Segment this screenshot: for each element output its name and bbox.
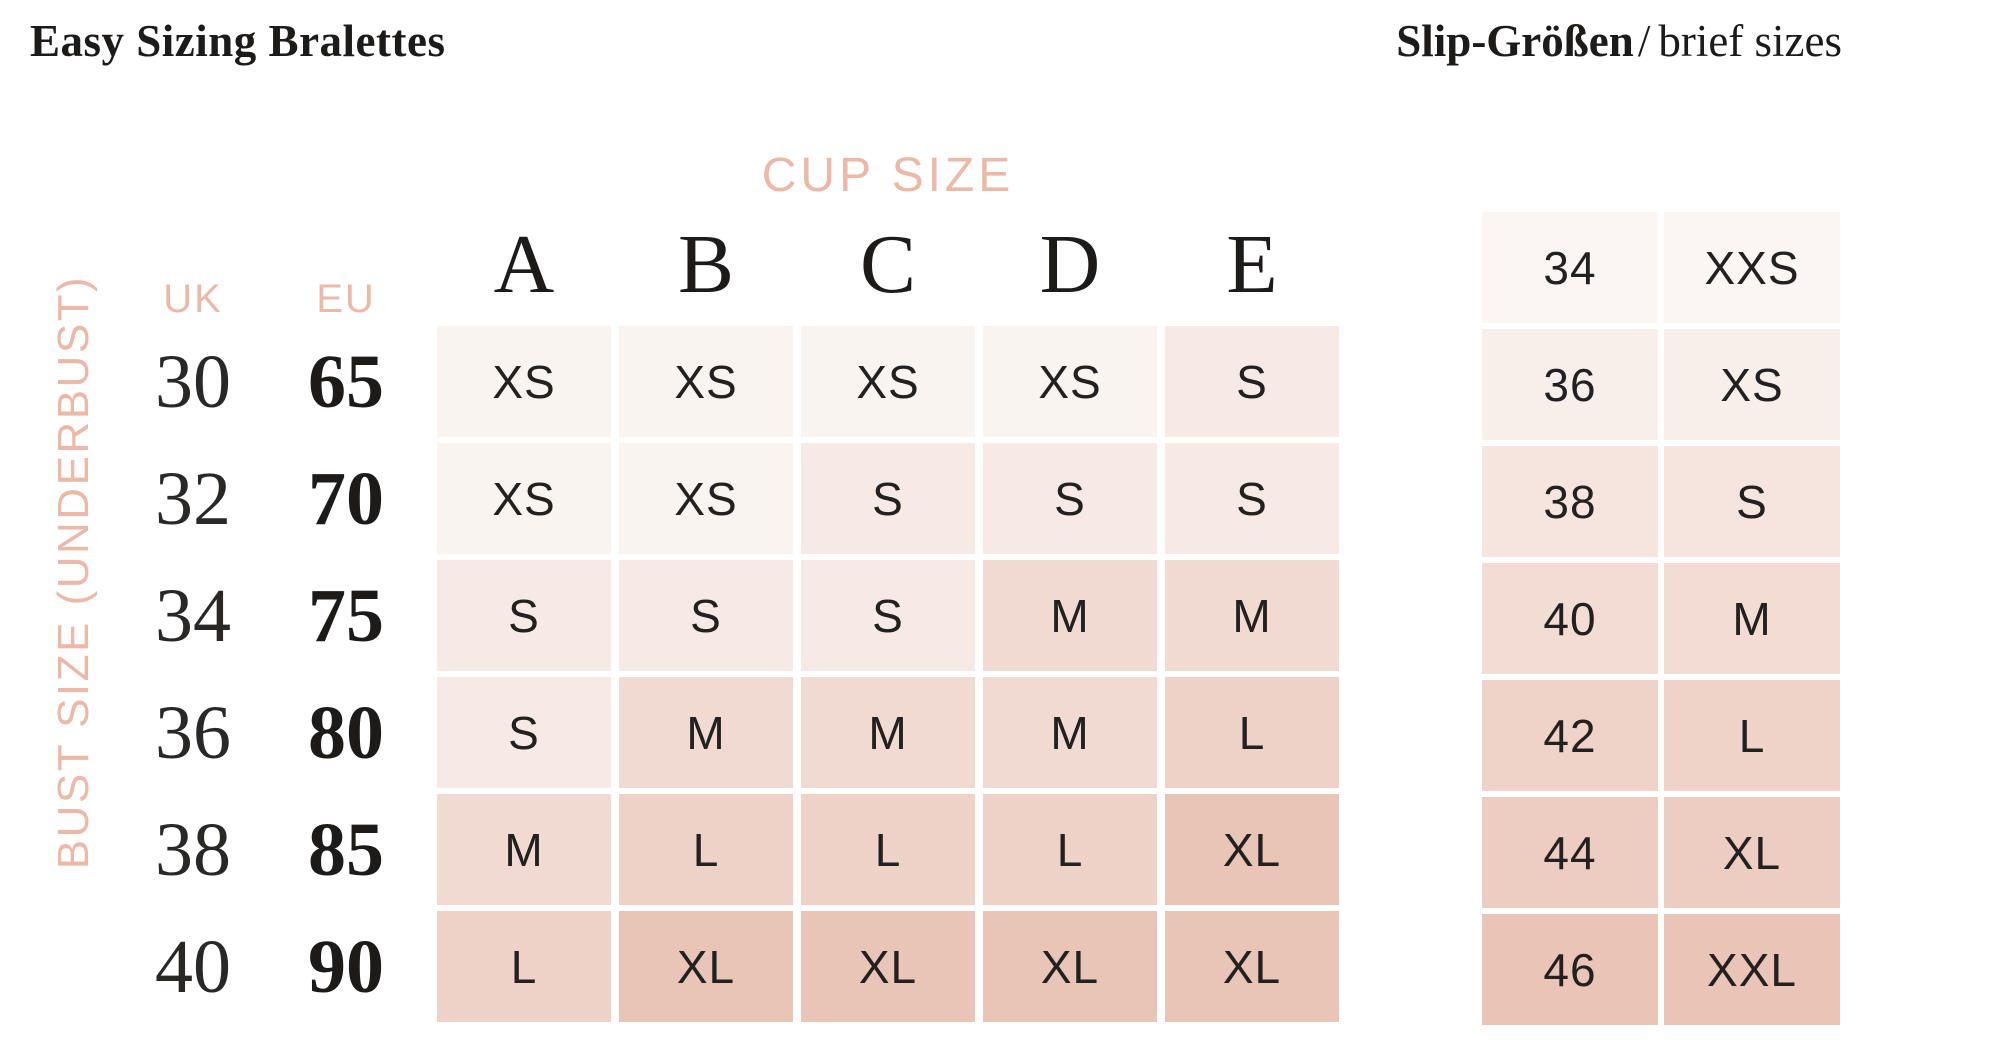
brief-eu-size-cell: 36 <box>1482 329 1658 440</box>
brief-eu-size-cell: 34 <box>1482 212 1658 323</box>
eu-size-value: 90 <box>308 924 384 1009</box>
bralette-size-cell: XS <box>801 326 975 437</box>
uk-size-value: 34 <box>155 573 231 658</box>
brief-eu-size-cell: 38 <box>1482 446 1658 557</box>
eu-size-value: 80 <box>308 690 384 775</box>
uk-size-value: 36 <box>155 690 231 775</box>
bralette-size-cell: XL <box>619 911 793 1022</box>
bust-size-axis-label: BUST SIZE (UNDERBUST) <box>49 274 98 870</box>
cup-column-letter: D <box>1039 217 1101 311</box>
brief-intl-size-cell: XXS <box>1664 212 1840 323</box>
uk-size-value: 30 <box>155 339 231 424</box>
bralette-size-cell: M <box>1165 560 1339 671</box>
bralette-size-cell: L <box>983 794 1157 905</box>
bralette-size-cell: M <box>983 677 1157 788</box>
bust-size-row: 38 85 <box>118 794 421 905</box>
cup-column-letter: A <box>493 217 555 311</box>
bust-row-labels: 30 65 32 70 34 75 36 80 38 85 40 90 <box>118 326 421 1028</box>
brief-sizes-title-regular: brief sizes <box>1658 16 1842 66</box>
bralette-size-cell: S <box>437 677 611 788</box>
brief-intl-size-cell: S <box>1664 446 1840 557</box>
bralette-size-cell: L <box>801 794 975 905</box>
bralette-size-cell: XS <box>983 326 1157 437</box>
bralette-size-cell: S <box>801 560 975 671</box>
cup-column-letter: B <box>677 217 735 311</box>
brief-size-table: 34 XXS 36 XS 38 S 40 M 42 L 44 XL 46 XXL <box>1482 212 1840 1025</box>
bralette-size-cell: M <box>437 794 611 905</box>
uk-size-value: 40 <box>155 924 231 1009</box>
bust-size-row: 34 75 <box>118 560 421 671</box>
page-title: Easy Sizing Bralettes <box>30 16 446 66</box>
brief-sizes-title-separator: / <box>1637 16 1651 66</box>
bralette-size-cell: S <box>983 443 1157 554</box>
uk-column-header: UK <box>163 277 223 321</box>
bralette-size-cell: XS <box>619 443 793 554</box>
bralette-size-cell: S <box>801 443 975 554</box>
bralette-size-cell: XS <box>437 326 611 437</box>
brief-eu-size-cell: 42 <box>1482 680 1658 791</box>
bralette-size-cell: XS <box>437 443 611 554</box>
cup-column-letter: C <box>859 217 917 311</box>
bralette-size-cell: M <box>983 560 1157 671</box>
bralette-size-cell: XL <box>801 911 975 1022</box>
eu-size-value: 85 <box>308 807 384 892</box>
cup-size-axis-label: CUP SIZE <box>761 149 1015 202</box>
cup-column-letter: E <box>1226 217 1278 311</box>
eu-column-header: EU <box>316 277 376 321</box>
bust-size-row: 32 70 <box>118 443 421 554</box>
brief-eu-size-cell: 46 <box>1482 914 1658 1025</box>
bust-size-row: 30 65 <box>118 326 421 437</box>
bralette-size-cell: XL <box>1165 794 1339 905</box>
brief-eu-size-cell: 40 <box>1482 563 1658 674</box>
bralette-size-cell: M <box>619 677 793 788</box>
bralette-size-cell: M <box>801 677 975 788</box>
bralette-size-cell: XS <box>619 326 793 437</box>
brief-intl-size-cell: XXL <box>1664 914 1840 1025</box>
brief-intl-size-cell: M <box>1664 563 1840 674</box>
bralette-size-cell: L <box>1165 677 1339 788</box>
bralette-size-cell: S <box>1165 443 1339 554</box>
bralette-size-cell: S <box>619 560 793 671</box>
brief-intl-size-cell: XL <box>1664 797 1840 908</box>
bralette-size-cell: L <box>619 794 793 905</box>
bust-size-row: 36 80 <box>118 677 421 788</box>
bralette-size-table: A B C D E XS XS XS XS S XS XS S S S S S S M M S M M M L M L L L XL L XL… <box>437 209 1339 1022</box>
uk-size-value: 38 <box>155 807 231 892</box>
eu-size-value: 70 <box>308 456 384 541</box>
brief-sizes-title: Slip-Größen/brief sizes <box>1396 14 1842 68</box>
uk-size-value: 32 <box>155 456 231 541</box>
bralette-size-cell: S <box>1165 326 1339 437</box>
bust-size-row: 40 90 <box>118 911 421 1022</box>
bralette-size-cell: XL <box>1165 911 1339 1022</box>
eu-size-value: 65 <box>308 339 384 424</box>
bralette-size-cell: S <box>437 560 611 671</box>
bralette-size-cell: XL <box>983 911 1157 1022</box>
eu-size-value: 75 <box>308 573 384 658</box>
brief-eu-size-cell: 44 <box>1482 797 1658 908</box>
bralette-size-cell: L <box>437 911 611 1022</box>
brief-intl-size-cell: L <box>1664 680 1840 791</box>
brief-sizes-title-bold: Slip-Größen <box>1396 16 1634 66</box>
brief-intl-size-cell: XS <box>1664 329 1840 440</box>
